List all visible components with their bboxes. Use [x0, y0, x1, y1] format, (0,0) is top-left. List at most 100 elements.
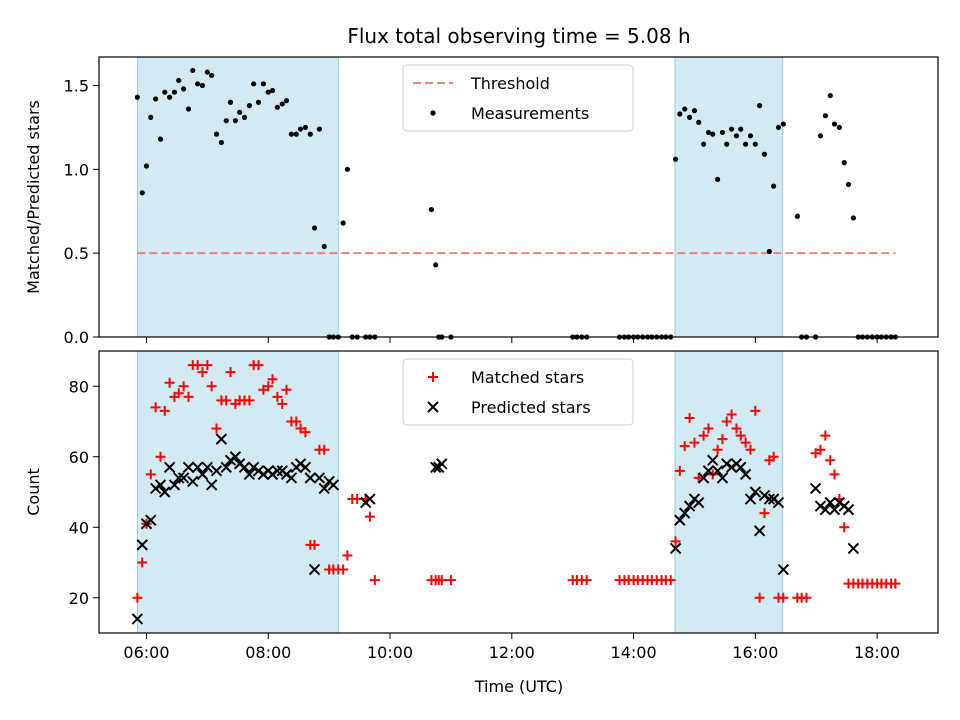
predicted-star-point: [191, 461, 204, 474]
measurement-point: [752, 141, 758, 147]
y-tick-label: 0.5: [64, 244, 89, 263]
legend-box: [402, 64, 634, 132]
ratio-panel: 0.0 0.5 1.0 1.5 Matched/Predicted stars Thr…: [24, 56, 939, 347]
ratio-legend: Threshold Measurements: [402, 64, 634, 132]
predicted-star-point: [749, 486, 762, 498]
count-x-axis-ticks: 06:00 08:00 10:00 12:00 14:00 16:00 18:00: [123, 633, 900, 662]
matched-star-point: [689, 437, 700, 448]
count-markers: [131, 360, 901, 625]
matched-star-point: [352, 494, 363, 505]
predicted-star-point: [238, 461, 251, 474]
legend-matched-swatch: [428, 372, 438, 382]
measurement-point: [794, 213, 800, 219]
measurement-point: [682, 106, 688, 112]
matched-star-point: [717, 434, 728, 445]
predicted-star-point: [131, 613, 144, 625]
measurement-point: [167, 94, 173, 100]
x-axis-label: Time (UTC): [474, 677, 563, 696]
y-tick-label: 1.0: [64, 160, 89, 179]
matched-star-point: [820, 430, 831, 441]
matched-star-point: [150, 402, 161, 413]
measurement-point: [171, 89, 178, 95]
x-tick-label: 08:00: [245, 643, 291, 662]
x-tick-label: 14:00: [611, 643, 657, 662]
predicted-star-point: [145, 514, 157, 526]
measurement-point: [204, 69, 210, 75]
measurement-point: [209, 72, 215, 79]
measurement-point: [162, 89, 168, 95]
measurement-point: [705, 129, 712, 136]
predicted-star-point: [702, 465, 715, 477]
y-tick-label: 60: [69, 448, 89, 467]
measurement-point: [696, 119, 702, 125]
measurement-point: [148, 114, 154, 120]
measurement-point: [817, 133, 824, 139]
legend-measurement-swatch: [430, 110, 436, 116]
matched-star-point: [253, 360, 264, 371]
legend-label: Measurements: [471, 104, 589, 123]
predicted-star-point: [318, 482, 330, 495]
shaded-interval: [674, 56, 784, 338]
matched-star-point: [159, 405, 170, 416]
matched-star-point: [211, 423, 222, 434]
predicted-star-point: [177, 472, 190, 484]
x-tick-label: 12:00: [489, 643, 535, 662]
measurement-point: [766, 248, 772, 255]
measurement-point: [719, 129, 726, 136]
matched-star-point: [244, 395, 255, 406]
predicted-star-point: [220, 461, 232, 474]
predicted-star-point: [828, 503, 841, 516]
measurement-point: [293, 131, 299, 137]
predicted-star-point: [154, 479, 167, 491]
predicted-star-point: [285, 472, 298, 484]
measurement-point: [743, 141, 749, 147]
measurement-point: [255, 99, 262, 105]
measurement-point: [279, 101, 285, 107]
x-tick-label: 06:00: [123, 643, 169, 662]
matched-star-point: [281, 384, 292, 395]
measurement-point: [241, 114, 248, 120]
matched-star-point: [759, 508, 770, 519]
predicted-star-point: [215, 433, 228, 445]
measurement-point: [780, 121, 786, 127]
predicted-star-point: [159, 486, 171, 498]
matched-star-point: [839, 522, 850, 533]
measurement-point: [316, 126, 323, 132]
count-legend: Matched stars Predicted stars: [402, 358, 634, 426]
x-tick-label: 18:00: [854, 643, 900, 662]
predicted-star-point: [716, 472, 729, 484]
matched-star-point: [815, 444, 826, 455]
measurement-point: [153, 96, 159, 102]
measurement-point: [677, 111, 683, 117]
measurement-point: [143, 163, 150, 169]
matched-star-point: [291, 416, 302, 427]
matched-star-point: [740, 437, 751, 448]
matched-star-point: [712, 444, 723, 455]
matched-star-point: [750, 405, 761, 416]
predicted-star-point: [777, 563, 790, 576]
y-tick-label: 80: [69, 377, 89, 396]
predicted-star-point: [308, 563, 321, 576]
measurement-point: [714, 176, 721, 182]
predicted-star-point: [679, 507, 691, 519]
observing-window-shading: [136, 56, 784, 338]
matched-star-point: [670, 536, 681, 547]
measurement-point: [134, 94, 140, 100]
predicted-star-point: [707, 454, 719, 466]
legend-predicted-swatch: [427, 401, 439, 413]
predicted-star-point: [772, 496, 785, 509]
predicted-star-point: [819, 503, 832, 516]
predicted-star-point: [669, 542, 682, 555]
measurement-point: [728, 126, 735, 132]
measurement-point: [246, 103, 252, 109]
matched-star-point: [155, 451, 166, 462]
measurement-point: [190, 67, 196, 74]
measurement-point: [213, 131, 220, 137]
measurement-point: [232, 118, 238, 124]
matched-star-point: [581, 575, 592, 586]
matched-star-point: [369, 575, 380, 586]
predicted-star-point: [847, 542, 860, 555]
matched-star-point: [364, 511, 375, 522]
ratio-panel-frame: [98, 56, 939, 338]
shaded-interval: [674, 350, 784, 634]
